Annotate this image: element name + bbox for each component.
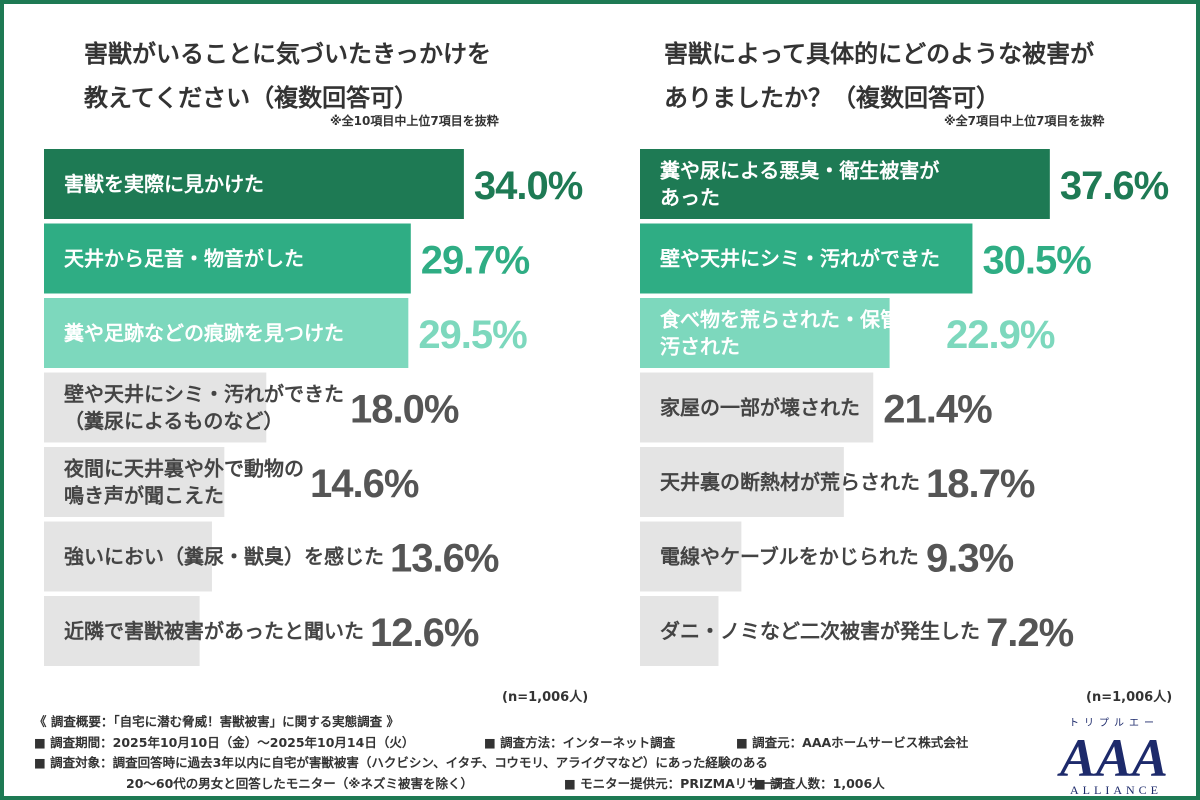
right-note: ※全7項目中上位7項目を抜粋 — [944, 114, 1105, 128]
value-label-1-2: 22.9% — [946, 313, 1055, 357]
value-label-1-4: 18.7% — [926, 462, 1035, 506]
bar-0-5 — [44, 521, 212, 592]
category-label-0-0: 害獣を実際に見かけた — [64, 172, 264, 196]
survey-period: ■ 調査期間：2025年10月10日（金）〜2025年10月14日（火） — [34, 734, 415, 750]
value-label-0-1: 29.7% — [421, 239, 530, 283]
left-note: ※全10項目中上位7項目を抜粋 — [330, 114, 499, 128]
left-title-line2: 教えてください（複数回答可） — [84, 84, 419, 112]
left-bar-chart: 害獣を実際に見かけた 34.0% 天井から足音・物音がした 29.7% 糞や足跡などの痕… — [44, 149, 584, 666]
right-title-line1: 害獣によって具体的にどのような被害が — [664, 40, 1095, 68]
aaa-alliance-logo: トリプルエー AAA ALLIANCE — [1057, 717, 1168, 797]
category-label-0-3-1: （糞尿によるものなど） — [64, 409, 283, 433]
value-label-0-3: 18.0% — [350, 388, 459, 432]
category-label-0-5: 強いにおい（糞尿・獣臭）を感じた — [64, 545, 384, 569]
value-label-0-6: 12.6% — [370, 611, 479, 655]
category-label-1-2-0: 食べ物を荒らされた・保管物を — [660, 308, 940, 332]
survey-heading: 《 調査概要：「自宅に潜む脅威！害獣被害」に関する実態調査 》 — [34, 714, 399, 729]
value-label-1-1: 30.5% — [982, 239, 1091, 283]
value-label-0-4: 14.6% — [310, 462, 419, 506]
bar-1-3 — [640, 372, 874, 443]
survey-provider: ■ モニター提供元：PRIZMAリサーチ — [564, 775, 785, 791]
bar-0-1 — [44, 223, 411, 294]
category-label-0-2: 糞や足跡などの痕跡を見つけた — [63, 321, 344, 345]
value-label-1-6: 7.2% — [986, 611, 1074, 655]
category-label-0-3-0: 壁や天井にシミ・汚れができた — [64, 382, 344, 406]
bar-0-4 — [44, 447, 225, 517]
left-sample-size: (n=1,006人) — [502, 690, 589, 705]
bar-0-2 — [44, 298, 409, 368]
survey-target-cont: 20〜60代の男女と回答したモニター（※ネズミ被害を除く） — [126, 775, 473, 791]
category-label-0-4-0: 夜間に天井裏や外で動物の — [63, 457, 304, 481]
category-label-1-0-0: 糞や尿による悪臭・衛生被害が — [659, 159, 939, 183]
left-panel: 害獣がいることに気づいたきっかけを 教えてください（複数回答可） ※全10項目中… — [4, 4, 588, 705]
right-title-line2: ありましたか？（複数回答可） — [664, 84, 1000, 112]
logo-main: AAA — [1057, 728, 1168, 788]
survey-method: ■ 調査方法：インターネット調査 — [484, 734, 676, 750]
value-label-0-0: 34.0% — [474, 164, 583, 208]
right-sample-size: (n=1,006人) — [1086, 690, 1173, 705]
value-label-1-5: 9.3% — [926, 537, 1014, 581]
bar-1-4 — [640, 447, 844, 517]
survey-source: ■ 調査元：AAAホームサービス株式会社 — [736, 734, 969, 750]
bar-1-1 — [640, 223, 973, 294]
bar-1-5 — [640, 521, 742, 592]
category-label-1-6: ダニ・ノミなど二次被害が発生した — [660, 619, 980, 643]
bar-1-2 — [640, 298, 890, 368]
category-label-1-2-1: 汚された — [660, 335, 740, 359]
survey-target: ■ 調査対象：調査回答時に過去3年以内に自宅が害獣被害（ハクビシン、イタチ、コウ… — [34, 755, 768, 770]
bar-0-6 — [44, 596, 200, 666]
left-title-line1: 害獣がいることに気づいたきっかけを — [84, 40, 492, 68]
value-label-0-2: 29.5% — [418, 313, 527, 357]
category-label-0-6: 近隣で害獣被害があったと聞いた — [64, 619, 364, 643]
category-label-0-4-1: 鳴き声が聞こえた — [64, 484, 224, 508]
value-label-0-5: 13.6% — [390, 537, 499, 581]
category-label-1-4: 天井裏の断熱材が荒らされた — [660, 470, 920, 494]
category-label-1-0-1: あった — [660, 186, 720, 210]
right-panel: 害獣によって具体的にどのような被害が ありましたか？（複数回答可） ※全7項目中… — [604, 4, 1172, 705]
category-label-1-1: 壁や天井にシミ・汚れができた — [660, 247, 940, 271]
logo-sub: ALLIANCE — [1070, 783, 1162, 797]
bar-0-3 — [44, 372, 267, 443]
category-label-0-1: 天井から足音・物音がした — [64, 247, 304, 271]
survey-summary: 《 調査概要：「自宅に潜む脅威！害獣被害」に関する実態調査 》 ■ 調査期間：2… — [34, 712, 1034, 794]
category-label-1-5: 電線やケーブルをかじられた — [660, 545, 919, 569]
bar-1-0 — [640, 149, 1050, 219]
value-label-1-0: 37.6% — [1060, 164, 1169, 208]
survey-count: ■ 調査人数：1,006人 — [754, 775, 885, 791]
category-label-1-3: 家屋の一部が壊された — [660, 396, 860, 420]
logo-kana: トリプルエー — [1069, 717, 1159, 729]
bar-0-0 — [44, 149, 464, 219]
bar-1-6 — [640, 596, 719, 666]
value-label-1-3: 21.4% — [883, 388, 992, 432]
